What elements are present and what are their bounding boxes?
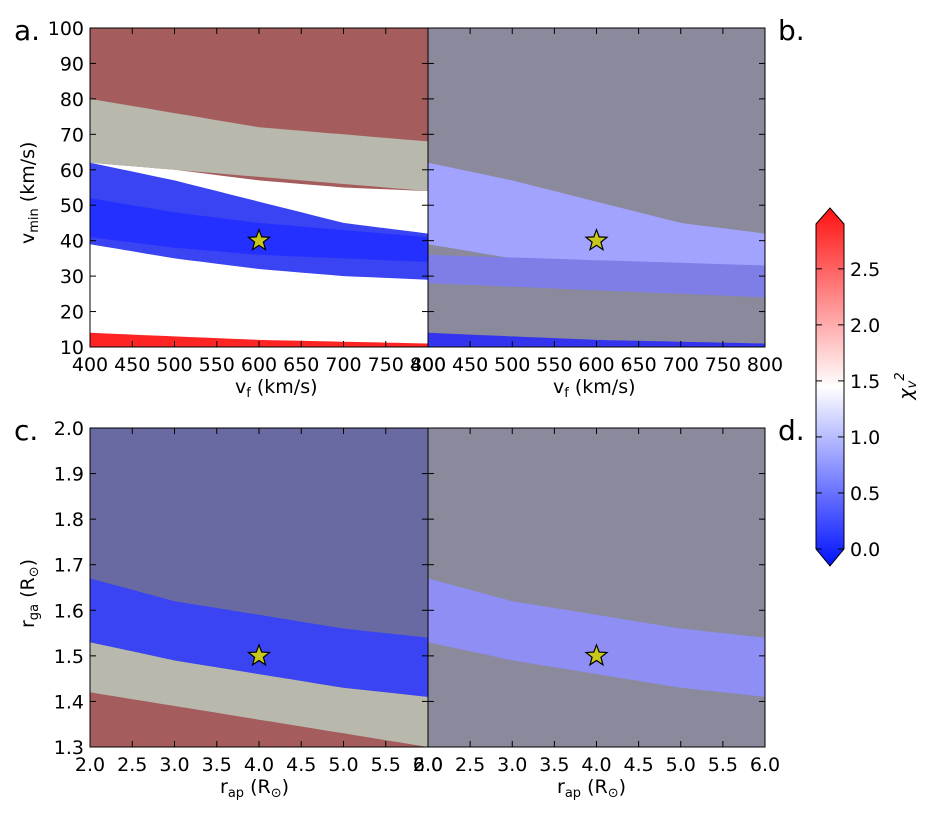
contour-region-c-2 (90, 642, 428, 747)
colorbar-tick-label: 2.0 (850, 315, 880, 337)
xtick-label-c: 4.0 (244, 754, 274, 776)
panel-label-d: d. (778, 414, 805, 447)
xtick-label-c: 3.0 (159, 754, 189, 776)
panel-a-heatmap (90, 28, 428, 347)
xtick-label-c: 3.5 (202, 754, 232, 776)
colorbar-gradient (815, 207, 845, 567)
contour-region-a-1 (90, 98, 428, 191)
colorbar-tick-label: 1.0 (850, 427, 880, 449)
ytick-label-c: 1.3 (54, 737, 84, 759)
ytick-label-a: 10 (60, 337, 84, 359)
ytick-label-a: 100 (48, 18, 84, 40)
ytick-label-a: 40 (60, 231, 84, 253)
ytick-label-a: 80 (60, 89, 84, 111)
ytick-label-a: 20 (60, 302, 84, 324)
contour-region-d-1 (428, 578, 765, 697)
ytick-label-c: 1.6 (54, 600, 84, 622)
ylabel-a: vmin (km/s) (17, 142, 42, 244)
xtick-label-b: 650 (620, 354, 656, 376)
panel-label-a: a. (14, 14, 40, 47)
ytick-label-a: 70 (60, 124, 84, 146)
xtick-label-a: 600 (241, 354, 277, 376)
xtick-label-d: 4.5 (624, 754, 654, 776)
xtick-label-a: 800 (410, 354, 446, 376)
xtick-label-b: 400 (410, 354, 446, 376)
xtick-label-d: 5.5 (708, 754, 738, 776)
ytick-label-c: 1.5 (54, 646, 84, 668)
xlabel-b: vf (km/s) (553, 376, 636, 401)
xtick-label-a: 650 (283, 354, 319, 376)
panel-c-heatmap (90, 428, 428, 747)
xtick-label-a: 550 (199, 354, 235, 376)
ytick-label-a: 90 (60, 53, 84, 75)
xtick-label-c: 5.0 (328, 754, 358, 776)
best-fit-star-c (246, 643, 272, 667)
ytick-label-a: 30 (60, 266, 84, 288)
ytick-label-c: 1.7 (54, 555, 84, 577)
xtick-label-d: 5.0 (666, 754, 696, 776)
ytick-label-c: 1.4 (54, 691, 84, 713)
ytick-label-a: 50 (60, 195, 84, 217)
xtick-label-d: 6.0 (750, 754, 780, 776)
xtick-label-a: 700 (325, 354, 361, 376)
xtick-label-d: 4.0 (581, 754, 611, 776)
axes-layer: 400 450 500 550 600 650 700 750 800 10 20 30 40 50 60 7… (48, 18, 783, 776)
ytick-label-c: 1.9 (54, 464, 84, 486)
xtick-label-b: 600 (578, 354, 614, 376)
panel-label-b: b. (778, 14, 805, 47)
xtick-label-d: 3.0 (497, 754, 527, 776)
ytick-label-a: 60 (60, 160, 84, 182)
panel-b-heatmap (428, 28, 765, 347)
xtick-label-a: 400 (72, 354, 108, 376)
contour-region-b-2 (428, 254, 765, 298)
xtick-label-c: 6.0 (413, 754, 443, 776)
panel-d-heatmap (428, 428, 765, 747)
colorbar: 0.0 0.5 1.0 1.5 2.0 2.5 (815, 207, 880, 567)
xtick-label-c: 4.5 (286, 754, 316, 776)
xtick-label-b: 500 (494, 354, 530, 376)
xtick-label-b: 700 (663, 354, 699, 376)
xtick-label-c: 2.0 (75, 754, 105, 776)
colorbar-tick-label: 0.5 (850, 483, 880, 505)
colorbar-tick-label: 2.5 (850, 259, 880, 281)
ytick-label-c: 2.0 (54, 418, 84, 440)
xlabel-d: rap (R⊙) (557, 776, 626, 801)
xtick-label-b: 750 (705, 354, 741, 376)
xtick-label-b: 450 (452, 354, 488, 376)
ytick-label-c: 1.8 (54, 509, 84, 531)
ylabel-c: rga (R⊙) (17, 559, 42, 628)
xtick-label-c: 2.5 (117, 754, 147, 776)
colorbar-label: χv2 (893, 372, 920, 400)
panel-label-c: c. (14, 414, 38, 447)
xlabel-a: vf (km/s) (235, 376, 318, 401)
xtick-label-d: 2.0 (413, 754, 443, 776)
colorbar-tick-label: 0.0 (850, 539, 880, 561)
contour-region-d-0 (428, 428, 765, 747)
contour-region-b-1 (428, 162, 765, 280)
colorbar-tick-label: 1.5 (850, 371, 880, 393)
xlabel-c: rap (R⊙) (220, 776, 289, 801)
xtick-label-b: 550 (536, 354, 572, 376)
xtick-label-d: 3.5 (539, 754, 569, 776)
best-fit-star-d (584, 643, 609, 667)
xtick-label-a: 750 (368, 354, 404, 376)
xtick-label-a: 450 (114, 354, 150, 376)
best-fit-star-a (246, 227, 272, 251)
xtick-label-d: 2.5 (455, 754, 485, 776)
contour-region-c-3 (90, 578, 428, 697)
xtick-label-a: 500 (156, 354, 192, 376)
best-fit-star-b (584, 227, 609, 251)
xtick-label-b: 800 (747, 354, 783, 376)
xtick-label-c: 5.5 (371, 754, 401, 776)
